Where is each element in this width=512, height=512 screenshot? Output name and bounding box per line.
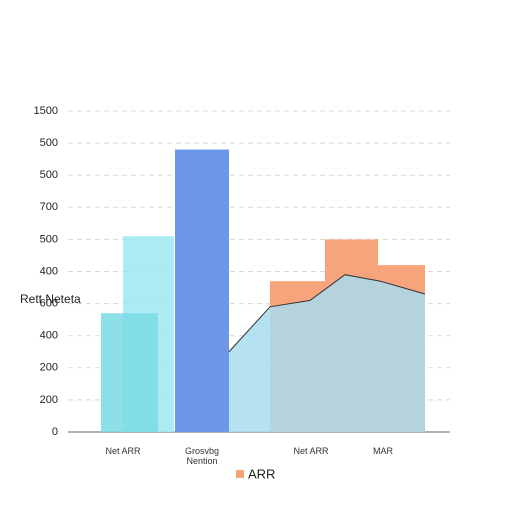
x-tick-label: Grosvbg Nention — [184, 446, 219, 466]
bar — [101, 313, 158, 432]
y-tick-label: 1500 — [34, 105, 58, 117]
x-tick-label: Net ARR — [105, 446, 141, 456]
y-tick-label: 200 — [40, 362, 58, 374]
y-tick-label: 400 — [40, 265, 58, 277]
y-tick-label: 600 — [40, 298, 58, 310]
x-tick-label: MAR — [373, 446, 393, 456]
y-tick-label: 500 — [40, 169, 58, 181]
y-axis-label: Rett Neteta — [20, 292, 81, 306]
y-tick-label: 500 — [40, 233, 58, 245]
y-tick-label: 400 — [40, 330, 58, 342]
legend-swatch — [236, 470, 244, 478]
y-tick-label: 200 — [40, 394, 58, 406]
legend-label: ARR — [248, 466, 275, 481]
bar — [175, 149, 229, 432]
area-line — [228, 274, 426, 353]
x-tick-label: Net ARR — [293, 446, 329, 456]
y-tick-label: 700 — [40, 201, 58, 213]
y-tick-label: 0 — [52, 426, 58, 438]
y-tick-label: 500 — [40, 137, 58, 149]
area — [229, 274, 425, 432]
